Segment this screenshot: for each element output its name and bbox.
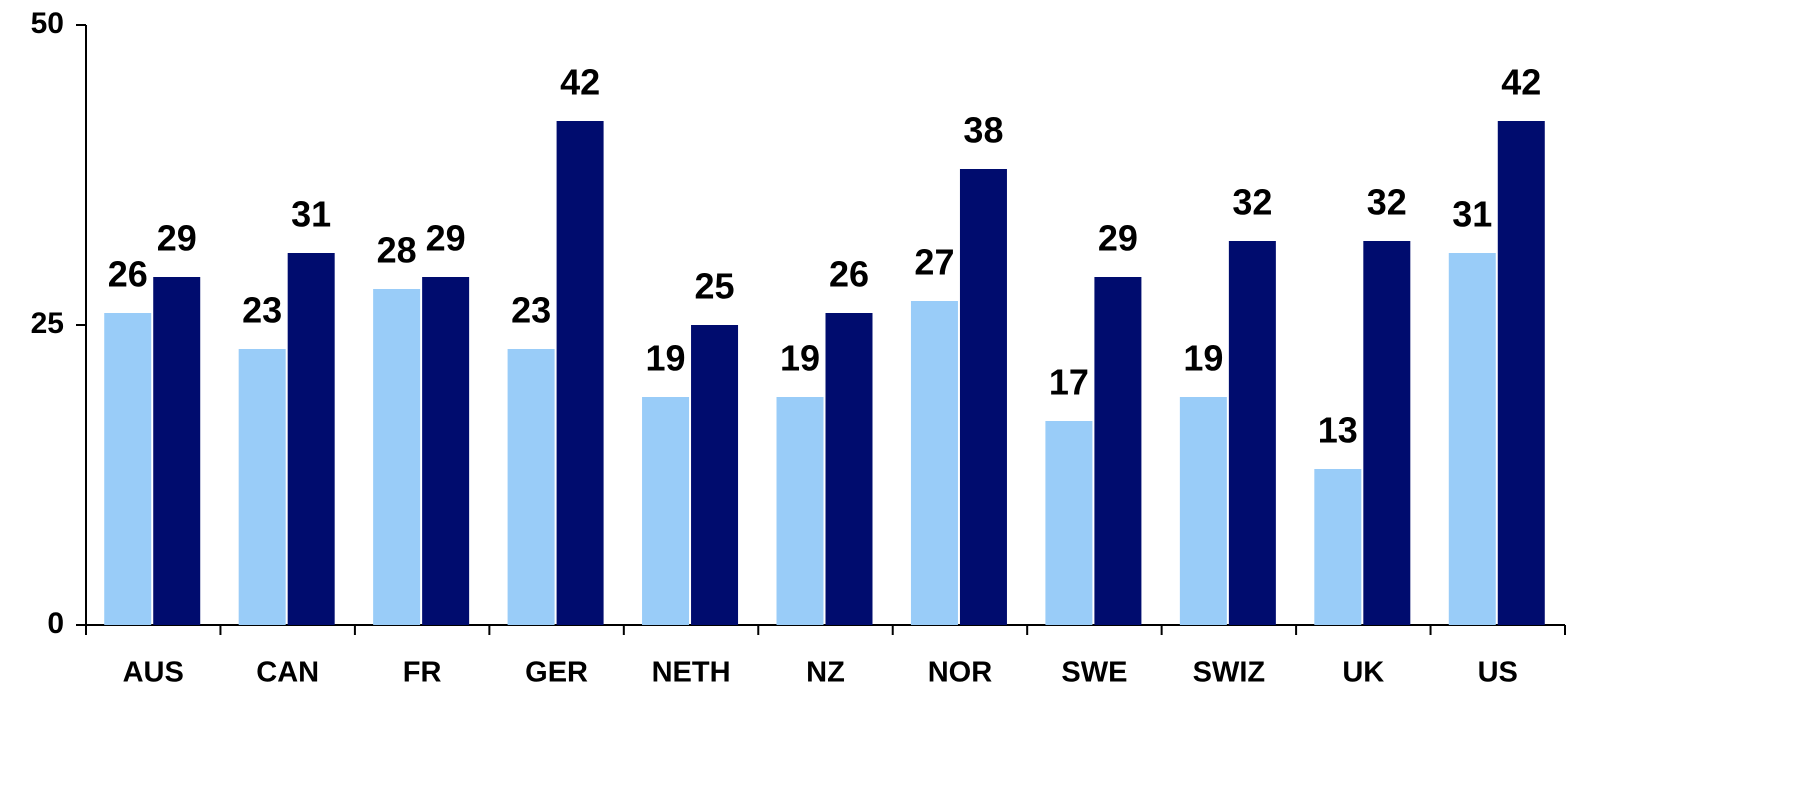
bar (422, 277, 470, 625)
bar (691, 325, 739, 625)
bar (1314, 469, 1362, 625)
x-tick-label: SWIZ (1193, 657, 1266, 689)
bar (287, 253, 335, 625)
value-label: 29 (1098, 218, 1138, 259)
value-label: 19 (1183, 338, 1223, 379)
x-tick-label: NOR (928, 657, 993, 689)
value-label: 26 (108, 254, 148, 295)
bar (642, 397, 690, 625)
value-label: 31 (291, 194, 331, 235)
x-tick-label: US (1478, 657, 1518, 689)
value-label: 28 (377, 230, 417, 271)
bar (910, 301, 958, 625)
x-tick-label: NZ (806, 657, 845, 689)
y-tick-label: 0 (47, 607, 64, 640)
bar (1448, 253, 1496, 625)
x-tick-label: NETH (652, 657, 731, 689)
y-tick-label: 25 (31, 307, 64, 340)
x-tick-label: GER (525, 657, 588, 689)
x-tick-label: CAN (256, 657, 319, 689)
x-tick-label: AUS (123, 657, 184, 689)
bar (776, 397, 824, 625)
value-label: 19 (646, 338, 686, 379)
value-label: 23 (511, 290, 551, 331)
x-tick-label: FR (403, 657, 442, 689)
x-tick-label: SWE (1061, 657, 1127, 689)
bar (153, 277, 201, 625)
bar (1228, 241, 1276, 625)
bar (556, 121, 604, 625)
value-label: 42 (1501, 62, 1541, 103)
value-label: 32 (1232, 182, 1272, 223)
bar (1363, 241, 1411, 625)
value-label: 42 (560, 62, 600, 103)
bar (104, 313, 152, 625)
value-label: 25 (695, 266, 735, 307)
bar (1179, 397, 1227, 625)
bar (1045, 421, 1093, 625)
value-label: 27 (914, 242, 954, 283)
bar (1497, 121, 1545, 625)
value-label: 19 (780, 338, 820, 379)
bar (373, 289, 421, 625)
value-label: 26 (829, 254, 869, 295)
bar (1094, 277, 1142, 625)
value-label: 38 (963, 110, 1003, 151)
value-label: 29 (157, 218, 197, 259)
value-label: 23 (242, 290, 282, 331)
bar (507, 349, 555, 625)
value-label: 31 (1452, 194, 1492, 235)
value-label: 32 (1367, 182, 1407, 223)
y-tick-label: 50 (31, 7, 64, 40)
value-label: 29 (426, 218, 466, 259)
bar (238, 349, 286, 625)
bar (825, 313, 873, 625)
bar (959, 169, 1007, 625)
value-label: 17 (1049, 362, 1089, 403)
x-tick-label: UK (1342, 657, 1384, 689)
value-label: 13 (1318, 410, 1358, 451)
